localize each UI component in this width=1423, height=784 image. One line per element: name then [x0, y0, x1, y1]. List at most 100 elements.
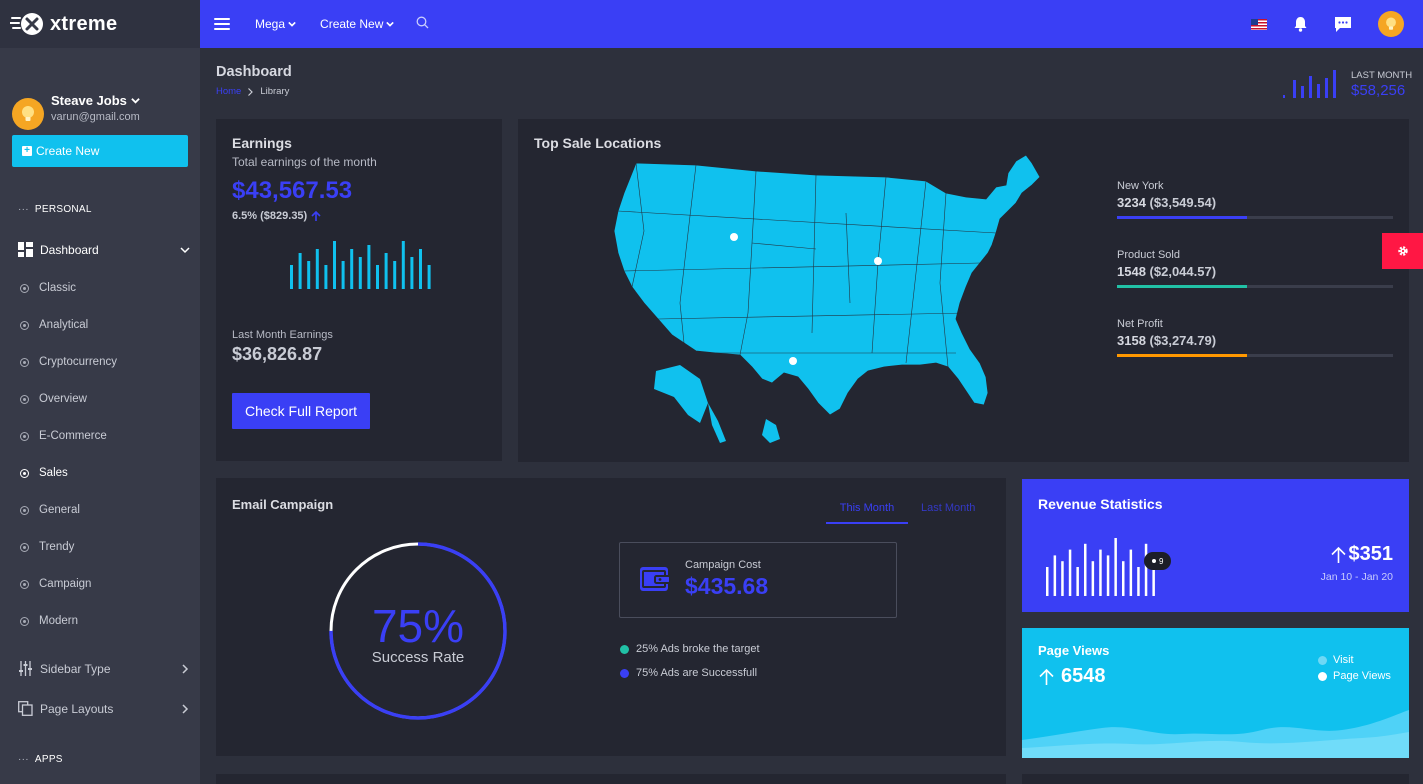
brand[interactable]: xtreme [0, 0, 200, 48]
page-title: Dashboard [216, 64, 292, 80]
mega-label: Mega [255, 17, 286, 31]
earnings-subtitle: Total earnings of the month [232, 155, 377, 169]
dots-icon: ··· [18, 204, 29, 215]
chart-bar [1046, 567, 1049, 596]
chart-tooltip: 9 [1144, 552, 1172, 570]
create-new-button[interactable]: + Create New [12, 135, 188, 167]
create-new-menu-label: Create New [320, 17, 384, 31]
chevron-down-icon [288, 21, 296, 27]
progress-bar [1117, 285, 1393, 288]
success-rate-donut [329, 542, 507, 720]
progress-bar [1117, 354, 1393, 357]
section-personal: ··· PERSONAL [18, 204, 92, 215]
chevron-down-icon [180, 246, 190, 253]
tab-last-month[interactable]: Last Month [921, 502, 976, 514]
chart-bar [1084, 543, 1087, 596]
wallet-icon [640, 567, 670, 591]
dashboard-label: Dashboard [40, 242, 99, 257]
revenue-statistics-card: Revenue Statistics 9 $351 Jan 10 - Jan 2… [1022, 479, 1409, 612]
chart-bar [1122, 561, 1125, 596]
sidebar-item-overview[interactable]: Overview [20, 393, 192, 405]
sidebar-item-classic[interactable]: Classic [20, 282, 192, 294]
campaign-cost-box: Campaign Cost $435.68 [619, 542, 897, 618]
xtreme-logo-icon [10, 13, 43, 35]
circle-icon [20, 616, 29, 626]
earnings-value: $43,567.53 [232, 177, 353, 204]
legend-dot [620, 644, 629, 654]
legend-label: 25% Ads broke the target [636, 643, 760, 655]
earnings-bar-chart [290, 241, 431, 289]
sidebar-item-modern[interactable]: Modern [20, 615, 192, 627]
tooltip-value: 9 [1159, 556, 1164, 566]
sidebar-item-cryptocurrency[interactable]: Cryptocurrency [20, 356, 192, 368]
chevron-right-icon [248, 87, 254, 96]
stat-product-sold: Product Sold 1548 ($2,044.57) [1117, 249, 1393, 288]
message-icon[interactable] [1334, 16, 1352, 33]
chart-bar [315, 249, 319, 289]
profile-name[interactable]: Steave Jobs [51, 93, 140, 108]
create-new-menu[interactable]: Create New [320, 17, 395, 31]
gear-icon [1397, 246, 1408, 256]
sidebar-item-analytical[interactable]: Analytical [20, 319, 192, 331]
bell-icon[interactable] [1293, 16, 1308, 32]
last-month-sparkline [1283, 70, 1336, 98]
avatar [12, 98, 44, 130]
sidebar-item-label: Analytical [39, 319, 89, 331]
lightbulb-icon [1386, 17, 1396, 30]
sidebar-item-dashboard[interactable]: Dashboard [18, 242, 190, 257]
hamburger-menu-icon[interactable] [214, 18, 230, 30]
progress-bar [1117, 216, 1393, 219]
chart-bar [1068, 549, 1072, 596]
last-month-value: $58,256 [1351, 82, 1406, 99]
sidebar-item-label: Cryptocurrency [39, 356, 117, 368]
chart-bar [1061, 561, 1064, 596]
revenue-date-range: Jan 10 - Jan 20 [1320, 571, 1393, 583]
sidebar-item-general[interactable]: General [20, 504, 192, 516]
mega-menu[interactable]: Mega [255, 17, 296, 31]
last-month-label: LAST MONTH [1351, 70, 1413, 81]
profile-email: varun@gmail.com [51, 111, 140, 123]
dashboard-grid-icon [18, 242, 33, 257]
stat-number: 3158 [1117, 333, 1146, 348]
user-profile[interactable]: Steave Jobs varun@gmail.com [0, 48, 200, 158]
search-icon[interactable] [416, 16, 429, 29]
sidebar-item-sales[interactable]: Sales [20, 467, 192, 479]
stat-name: Product Sold [1117, 249, 1180, 261]
chart-bar [1144, 543, 1148, 596]
breadcrumb-current: Library [260, 86, 290, 97]
chart-bar [1053, 555, 1057, 596]
legend-dot [1318, 655, 1327, 665]
chevron-right-icon [182, 703, 189, 714]
tooltip-dot [1152, 559, 1156, 563]
next-card-partial [1022, 774, 1409, 784]
success-label: Success Rate [371, 649, 465, 666]
sidebar-item-label: Campaign [39, 578, 92, 590]
settings-gear-button[interactable] [1382, 233, 1423, 269]
arrow-up-icon [1330, 546, 1346, 563]
stat-value: 3234 ($3,549.54) [1117, 195, 1393, 210]
sidebar-item-ecommerce[interactable]: E-Commerce [20, 430, 192, 442]
sidebar-item-trendy[interactable]: Trendy [20, 541, 192, 553]
circle-icon [20, 579, 29, 589]
earnings-change-text: 6.5% ($829.35) [232, 210, 308, 222]
section-personal-label: PERSONAL [34, 204, 92, 215]
page-layouts-label: Page Layouts [40, 701, 114, 716]
breadcrumb-home[interactable]: Home [216, 86, 242, 97]
chart-bar [393, 261, 397, 289]
user-avatar[interactable] [1378, 11, 1404, 37]
check-full-report-button[interactable]: Check Full Report [232, 393, 370, 429]
chart-bar [1137, 567, 1140, 596]
copy-icon [18, 701, 33, 716]
sidebar-item-page-layouts[interactable]: Page Layouts [18, 701, 190, 716]
campaign-cost-value: $435.68 [685, 573, 769, 599]
chart-bar [367, 245, 371, 289]
chart-bar [307, 261, 311, 289]
tab-this-month[interactable]: This Month [826, 502, 908, 524]
us-flag-icon[interactable] [1251, 18, 1267, 30]
sidebar-item-sidebar-type[interactable]: Sidebar Type [18, 661, 190, 676]
progress-fill [1117, 354, 1247, 357]
chart-bar [427, 265, 431, 289]
sidebar-item-label: E-Commerce [39, 430, 107, 442]
circle-icon [20, 542, 29, 552]
sidebar-item-campaign[interactable]: Campaign [20, 578, 192, 590]
